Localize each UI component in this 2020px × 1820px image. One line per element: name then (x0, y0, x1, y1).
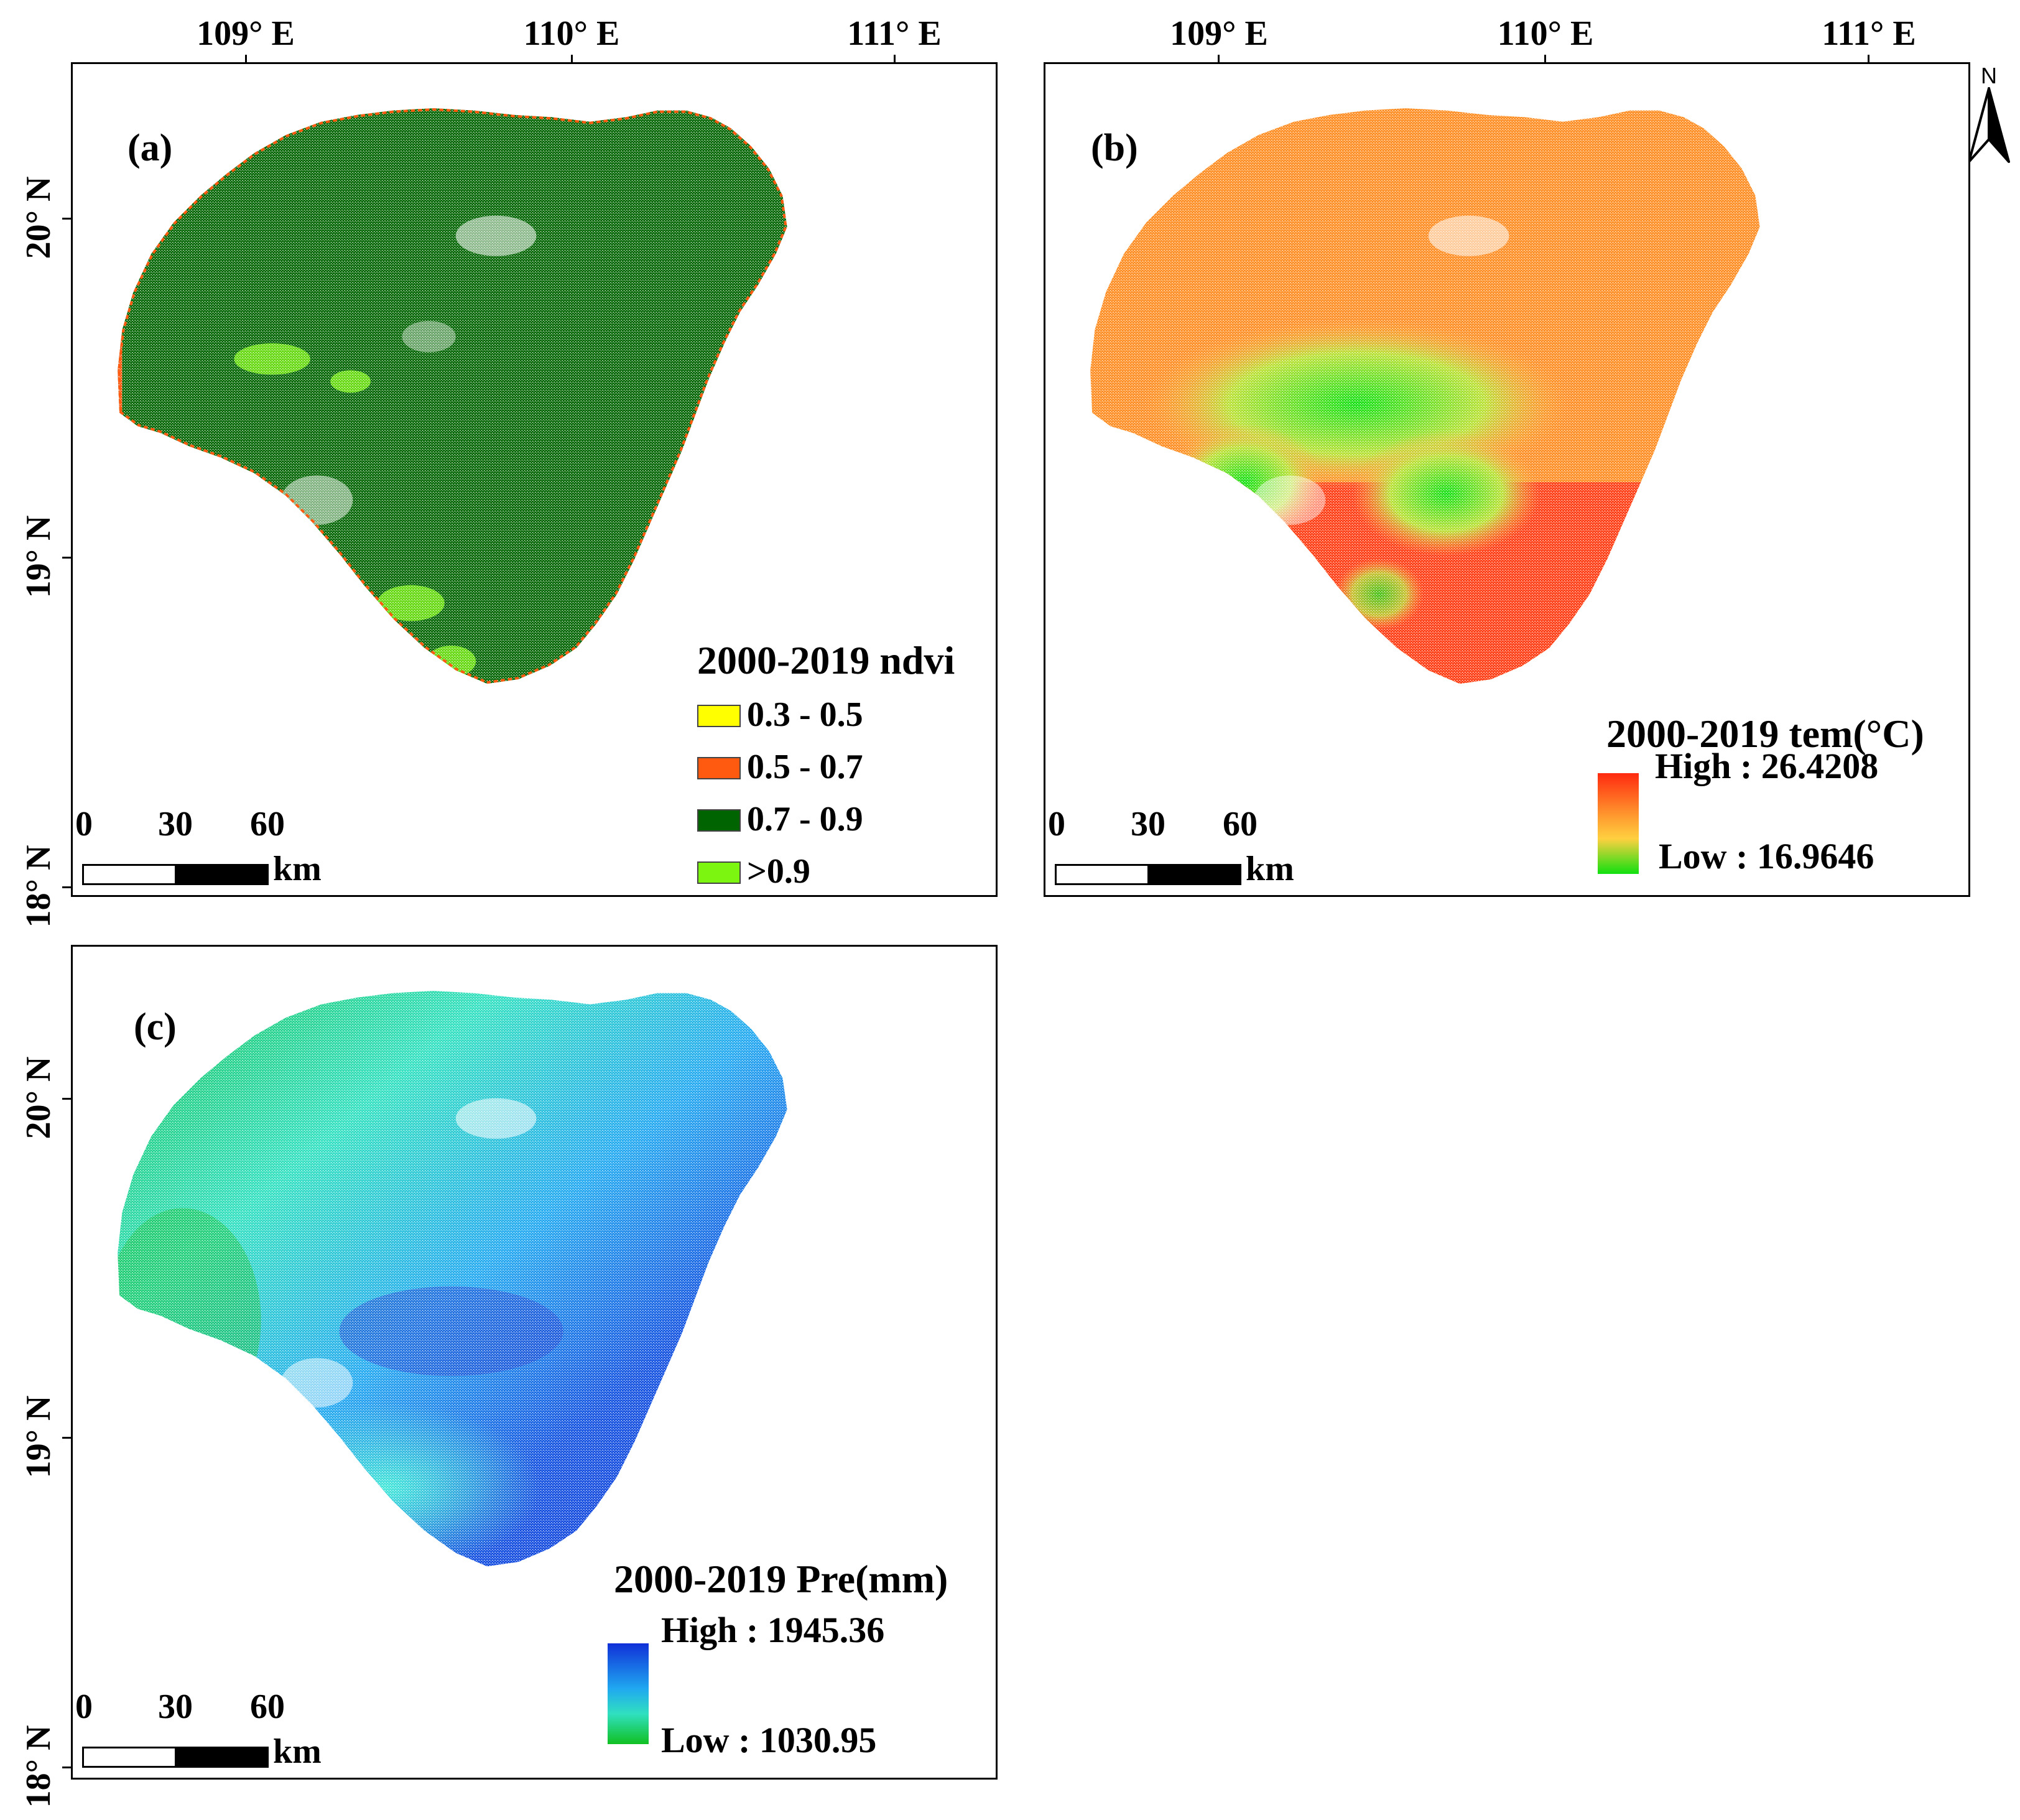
scale-label-0: 0 (1048, 805, 1065, 843)
precipitation-island-map (118, 991, 787, 1567)
scale-unit: km (273, 850, 322, 888)
scale-unit: km (273, 1732, 322, 1771)
scale-segment (82, 1747, 177, 1768)
tick (1218, 55, 1220, 63)
legend-title: 2000-2019 tem(°C) (1606, 712, 1924, 756)
scale-label-60: 60 (250, 1688, 285, 1726)
tick (894, 55, 896, 63)
scale-segment (82, 864, 177, 885)
scale-label-60: 60 (1223, 805, 1258, 843)
lat-label-18-a: 18° N (19, 845, 58, 928)
tick (62, 218, 71, 220)
lon-label-109-b: 109° E (1170, 14, 1268, 53)
scale-unit: km (1246, 850, 1294, 888)
temperature-island-map (1090, 108, 1760, 684)
north-arrow-icon: N (1968, 63, 2010, 163)
lon-label-110-a: 110° E (523, 14, 620, 53)
lat-label-20-a: 20° N (19, 176, 58, 259)
legend-label: >0.9 (747, 852, 810, 891)
scale-label-30: 30 (1131, 805, 1165, 843)
ramp-high-label: High : 26.4208 (1655, 746, 1879, 786)
tick (1544, 55, 1546, 63)
ramp-high-label: High : 1945.36 (661, 1610, 885, 1650)
legend-swatch (697, 861, 741, 884)
legend-label: 0.7 - 0.9 (747, 800, 863, 838)
lon-label-111-b: 111° E (1822, 14, 1916, 53)
legend-title: 2000-2019 Pre(mm) (614, 1557, 948, 1601)
lat-label-20-c: 20° N (19, 1056, 58, 1140)
lat-label-19-a: 19° N (19, 515, 58, 598)
panel-label: (b) (1091, 127, 1138, 169)
lon-label-110-b: 110° E (1497, 14, 1594, 53)
precipitation-map-panel: (c) 2000-2019 Pre(mm) High : 1945.36 Low… (71, 945, 998, 1780)
scale-segment (1148, 864, 1241, 885)
scale-segment (175, 1747, 269, 1768)
scale-segment (175, 864, 269, 885)
tick (62, 1098, 71, 1100)
precipitation-color-ramp (608, 1643, 649, 1744)
tick (62, 557, 71, 559)
ramp-low-label: Low : 1030.95 (661, 1720, 877, 1760)
temperature-map-panel: (b) 2000-2019 tem(°C) High : 26.4208 Low… (1044, 62, 1970, 897)
temperature-color-ramp (1598, 773, 1639, 874)
scale-label-0: 0 (75, 805, 93, 843)
tick (62, 1767, 71, 1768)
ndvi-island-map (118, 108, 787, 684)
lon-label-109-a: 109° E (197, 14, 295, 53)
tick (571, 55, 573, 63)
legend-swatch (697, 757, 741, 779)
lat-label-18-c: 18° N (19, 1725, 58, 1808)
scale-label-30: 30 (158, 805, 193, 843)
tick (245, 55, 247, 63)
legend-label: 0.3 - 0.5 (747, 695, 863, 734)
tick (1868, 55, 1869, 63)
ramp-low-label: Low : 16.9646 (1659, 836, 1874, 876)
scale-label-0: 0 (75, 1688, 93, 1726)
scale-label-60: 60 (250, 805, 285, 843)
legend-swatch (697, 809, 741, 832)
north-label: N (1981, 63, 1997, 88)
legend-title: 2000-2019 ndvi (697, 638, 955, 682)
tick (62, 886, 71, 888)
lon-label-111-a: 111° E (847, 14, 942, 53)
lat-label-19-c: 19° N (19, 1395, 58, 1479)
scale-label-30: 30 (158, 1688, 193, 1726)
legend-swatch (697, 705, 741, 727)
tick (62, 1437, 71, 1439)
panel-label: (a) (127, 127, 173, 169)
scale-segment (1055, 864, 1149, 885)
legend-label: 0.5 - 0.7 (747, 748, 863, 786)
ndvi-map-panel: (a) 2000-2019 ndvi 0.3 - 0.5 0.5 - 0.7 0… (71, 62, 998, 897)
panel-label: (c) (134, 1006, 177, 1048)
